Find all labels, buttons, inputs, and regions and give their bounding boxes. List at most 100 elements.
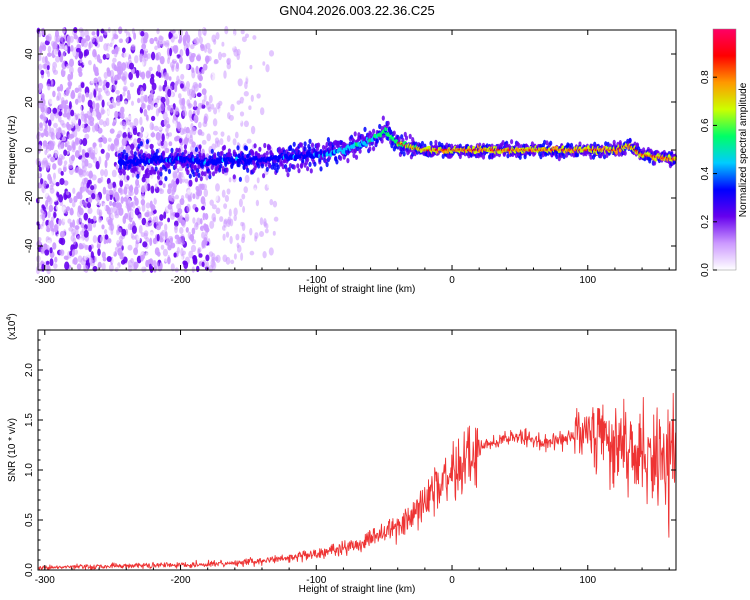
spectrogram-speckle — [111, 169, 117, 178]
spectrogram-speckle — [617, 163, 621, 168]
spectrogram-speckle — [178, 97, 184, 106]
spectrogram-speckle — [109, 200, 113, 207]
spectrogram-speckle — [103, 229, 108, 235]
spectrogram-speckle — [68, 197, 73, 204]
spectrogram-speckle — [222, 265, 226, 270]
snr-x-tick-label: 100 — [579, 575, 596, 586]
spectrogram-speckle — [277, 254, 280, 258]
spectrogram-speckle — [258, 230, 265, 238]
spectrogram-speckle — [115, 235, 120, 244]
spectrogram-speckle — [84, 133, 90, 140]
spectrogram-speckle — [87, 162, 93, 169]
spectrogram-speckle — [512, 188, 516, 192]
spectrogram-speckle — [72, 79, 77, 86]
spectrogram-speckle — [533, 254, 536, 258]
spectrogram-y-tick-label: -20 — [24, 190, 35, 205]
spectrogram-ridge-peak — [595, 148, 597, 152]
spectrogram-speckle — [111, 247, 115, 256]
spectrogram-ridge-cell — [139, 141, 143, 147]
spectrogram-speckle — [88, 59, 92, 66]
snr-y-tick-label: 1.0 — [24, 463, 35, 477]
spectrogram-speckle — [191, 239, 197, 245]
spectrogram-speckle — [71, 249, 76, 257]
spectrogram-speckle — [650, 39, 654, 43]
spectrogram-speckle — [154, 97, 160, 104]
spectrogram-speckle — [64, 261, 70, 270]
spectrogram-ridge-cell — [319, 166, 323, 172]
spectrogram-speckle — [329, 254, 332, 259]
spectrogram-speckle — [217, 108, 223, 117]
spectrogram-speckle — [201, 68, 205, 75]
spectrogram-ridge-peak — [466, 148, 469, 152]
spectrogram-ridge-cell — [197, 172, 201, 178]
spectrogram-ridge-cell — [273, 165, 277, 171]
spectrogram-speckle — [130, 143, 135, 151]
spectrogram-speckle — [276, 99, 279, 104]
spectrogram-speckle — [211, 204, 217, 210]
spectrogram-speckle — [143, 183, 149, 192]
spectrogram-speckle — [156, 233, 160, 242]
spectrogram-speckle — [298, 178, 301, 182]
spectrogram-speckle — [133, 186, 139, 195]
spectrogram-speckle — [77, 137, 82, 145]
spectrogram-speckle — [252, 195, 255, 201]
spectrogram-speckle — [318, 117, 322, 121]
spectrogram-speckle — [82, 56, 88, 63]
spectrogram-speckle — [54, 34, 58, 43]
colorbar-label: Normalized spectral amplitude — [738, 82, 749, 217]
spectrogram-speckle — [125, 145, 131, 154]
spectrogram-ridge-cell — [183, 144, 187, 150]
spectrogram-speckle — [38, 63, 43, 71]
spectrogram-speckle — [96, 208, 101, 216]
spectrogram-speckle — [529, 48, 532, 52]
spectrogram-speckle — [180, 195, 185, 201]
spectrogram-speckle — [243, 90, 249, 97]
spectrogram-speckle — [186, 132, 190, 139]
spectrogram-ridge-cell — [167, 168, 172, 175]
spectrogram-speckle — [108, 54, 113, 62]
spectrogram-speckle — [69, 222, 73, 228]
spectrogram-speckle — [90, 77, 94, 84]
snr-y-axis-label: SNR (10 * v/v) — [7, 418, 18, 482]
spectrogram-speckle — [85, 35, 91, 42]
spectrogram-speckle — [561, 192, 564, 197]
spectrogram-speckle — [151, 82, 157, 91]
spectrogram-ridge-cell — [549, 140, 553, 146]
spectrogram-ridge-cell — [308, 146, 312, 152]
spectrogram-ridge-cell — [159, 166, 163, 172]
spectrogram-speckle — [273, 216, 279, 222]
spectrogram-speckle — [98, 155, 102, 165]
spectrogram-speckle — [95, 36, 101, 43]
spectrogram-speckle — [590, 70, 594, 75]
spectrogram-speckle — [201, 139, 207, 145]
spectrogram-speckle — [52, 107, 58, 114]
spectrogram-speckle — [141, 203, 146, 212]
spectrogram-speckle — [63, 180, 69, 186]
spectrogram-speckle — [182, 110, 188, 117]
spectrogram-speckle — [184, 118, 188, 126]
spectrogram-speckle — [45, 179, 50, 185]
spectrogram-speckle — [43, 105, 48, 114]
spectrogram-speckle — [185, 47, 190, 57]
spectrogram-speckle — [52, 172, 57, 180]
spectrogram-speckle — [167, 217, 171, 223]
spectrogram-speckle — [226, 135, 231, 143]
spectrogram-speckle — [174, 225, 178, 234]
spectrogram-speckle — [92, 222, 97, 228]
spectrogram-ridge-cell — [593, 141, 597, 147]
spectrogram-speckle — [154, 247, 160, 256]
spectrogram-speckle — [175, 178, 180, 185]
spectrogram-ridge-cell — [285, 167, 289, 173]
spectrogram-speckle — [240, 29, 245, 35]
spectrogram-ridge-cell — [244, 145, 249, 151]
spectrogram-speckle — [214, 72, 220, 79]
spectrogram-ridge-cell — [238, 176, 242, 182]
spectrogram-speckle — [197, 129, 203, 136]
spectrogram-speckle — [627, 185, 630, 189]
spectrogram-ridge-cell — [160, 140, 164, 146]
spectrogram-speckle — [62, 51, 66, 57]
spectrogram-speckle — [130, 93, 134, 98]
spectrogram-speckle — [71, 143, 76, 153]
spectrogram-speckle — [281, 137, 285, 141]
